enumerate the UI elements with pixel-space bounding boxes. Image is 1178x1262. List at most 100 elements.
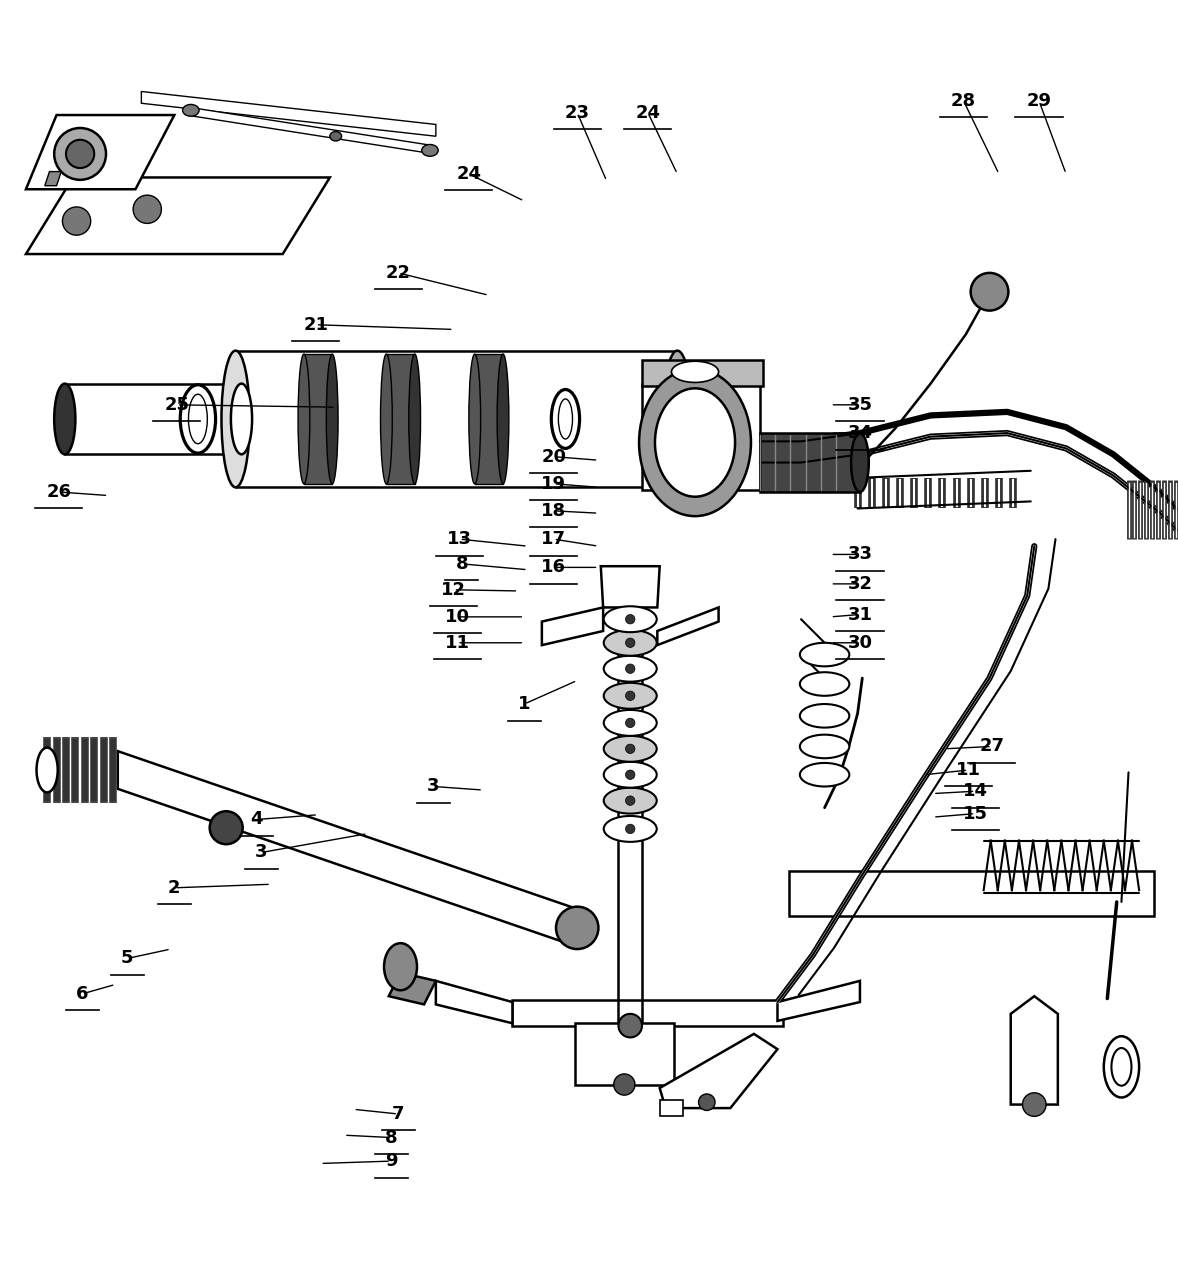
Text: 27: 27: [979, 737, 1005, 756]
Polygon shape: [26, 178, 330, 254]
Text: 9: 9: [385, 1152, 397, 1170]
Text: 24: 24: [635, 103, 661, 121]
Circle shape: [971, 273, 1008, 310]
Ellipse shape: [604, 606, 657, 632]
Text: 24: 24: [456, 165, 482, 183]
Text: 19: 19: [541, 475, 567, 492]
Ellipse shape: [800, 642, 849, 666]
Polygon shape: [475, 355, 503, 483]
Ellipse shape: [183, 105, 199, 116]
Ellipse shape: [604, 656, 657, 681]
Ellipse shape: [1104, 1036, 1139, 1098]
Ellipse shape: [497, 355, 509, 483]
Text: 22: 22: [385, 264, 411, 281]
Text: 18: 18: [541, 502, 567, 520]
Text: 5: 5: [121, 949, 133, 968]
Polygon shape: [601, 567, 660, 607]
Ellipse shape: [604, 817, 657, 842]
Ellipse shape: [671, 361, 719, 382]
Text: 12: 12: [441, 581, 466, 598]
Text: 16: 16: [541, 558, 567, 577]
Ellipse shape: [604, 630, 657, 656]
Ellipse shape: [655, 389, 735, 497]
Circle shape: [626, 615, 635, 623]
Text: 30: 30: [847, 634, 873, 651]
Polygon shape: [542, 607, 603, 645]
Ellipse shape: [409, 355, 421, 483]
Text: 17: 17: [541, 530, 567, 548]
Ellipse shape: [558, 399, 573, 439]
Ellipse shape: [638, 369, 752, 516]
Text: 35: 35: [847, 396, 873, 414]
Ellipse shape: [604, 736, 657, 762]
Polygon shape: [118, 751, 577, 946]
Polygon shape: [642, 384, 760, 490]
Ellipse shape: [851, 433, 869, 492]
Text: 29: 29: [1026, 92, 1052, 110]
Circle shape: [626, 692, 635, 700]
Ellipse shape: [604, 711, 657, 736]
Polygon shape: [760, 433, 860, 492]
Circle shape: [699, 1094, 715, 1111]
Circle shape: [1023, 1093, 1046, 1117]
Text: 23: 23: [564, 103, 590, 121]
Text: 20: 20: [541, 448, 567, 466]
Ellipse shape: [662, 351, 691, 487]
Ellipse shape: [384, 943, 417, 991]
Ellipse shape: [551, 390, 580, 448]
Text: 11: 11: [955, 761, 981, 779]
Text: 8: 8: [456, 555, 468, 573]
Polygon shape: [777, 981, 860, 1021]
Polygon shape: [436, 981, 512, 1023]
Circle shape: [54, 127, 106, 179]
Polygon shape: [789, 871, 1154, 916]
Circle shape: [626, 664, 635, 674]
Ellipse shape: [380, 355, 392, 483]
Ellipse shape: [188, 394, 207, 444]
Circle shape: [62, 207, 91, 235]
Polygon shape: [65, 384, 241, 454]
Ellipse shape: [221, 351, 250, 487]
Circle shape: [626, 718, 635, 728]
Ellipse shape: [180, 385, 216, 453]
Polygon shape: [26, 115, 174, 189]
Ellipse shape: [330, 131, 342, 141]
Ellipse shape: [298, 355, 310, 483]
Text: 8: 8: [385, 1128, 397, 1147]
Text: 31: 31: [847, 606, 873, 623]
Text: 26: 26: [46, 483, 72, 501]
Ellipse shape: [604, 787, 657, 814]
Ellipse shape: [604, 762, 657, 787]
Text: 15: 15: [962, 805, 988, 823]
Text: 28: 28: [951, 92, 977, 110]
Text: 25: 25: [164, 396, 190, 414]
Ellipse shape: [326, 355, 338, 483]
Text: 2: 2: [168, 878, 180, 897]
Circle shape: [133, 196, 161, 223]
Polygon shape: [141, 91, 436, 136]
Polygon shape: [386, 355, 415, 483]
Circle shape: [66, 140, 94, 168]
Text: 3: 3: [428, 777, 439, 795]
Polygon shape: [575, 1023, 674, 1084]
Ellipse shape: [37, 747, 58, 793]
Circle shape: [626, 824, 635, 834]
Text: 10: 10: [444, 608, 470, 626]
Text: 4: 4: [251, 810, 263, 828]
Circle shape: [626, 796, 635, 805]
Circle shape: [626, 639, 635, 647]
Ellipse shape: [800, 704, 849, 728]
Ellipse shape: [422, 144, 438, 156]
Polygon shape: [236, 351, 677, 487]
Text: 32: 32: [847, 575, 873, 593]
Ellipse shape: [604, 683, 657, 709]
Text: 3: 3: [256, 843, 267, 862]
Text: 13: 13: [446, 530, 472, 548]
Polygon shape: [389, 973, 436, 1005]
Polygon shape: [304, 355, 332, 483]
Circle shape: [626, 745, 635, 753]
Text: 1: 1: [518, 695, 530, 713]
Circle shape: [210, 811, 243, 844]
Ellipse shape: [800, 734, 849, 758]
Text: 7: 7: [392, 1106, 404, 1123]
